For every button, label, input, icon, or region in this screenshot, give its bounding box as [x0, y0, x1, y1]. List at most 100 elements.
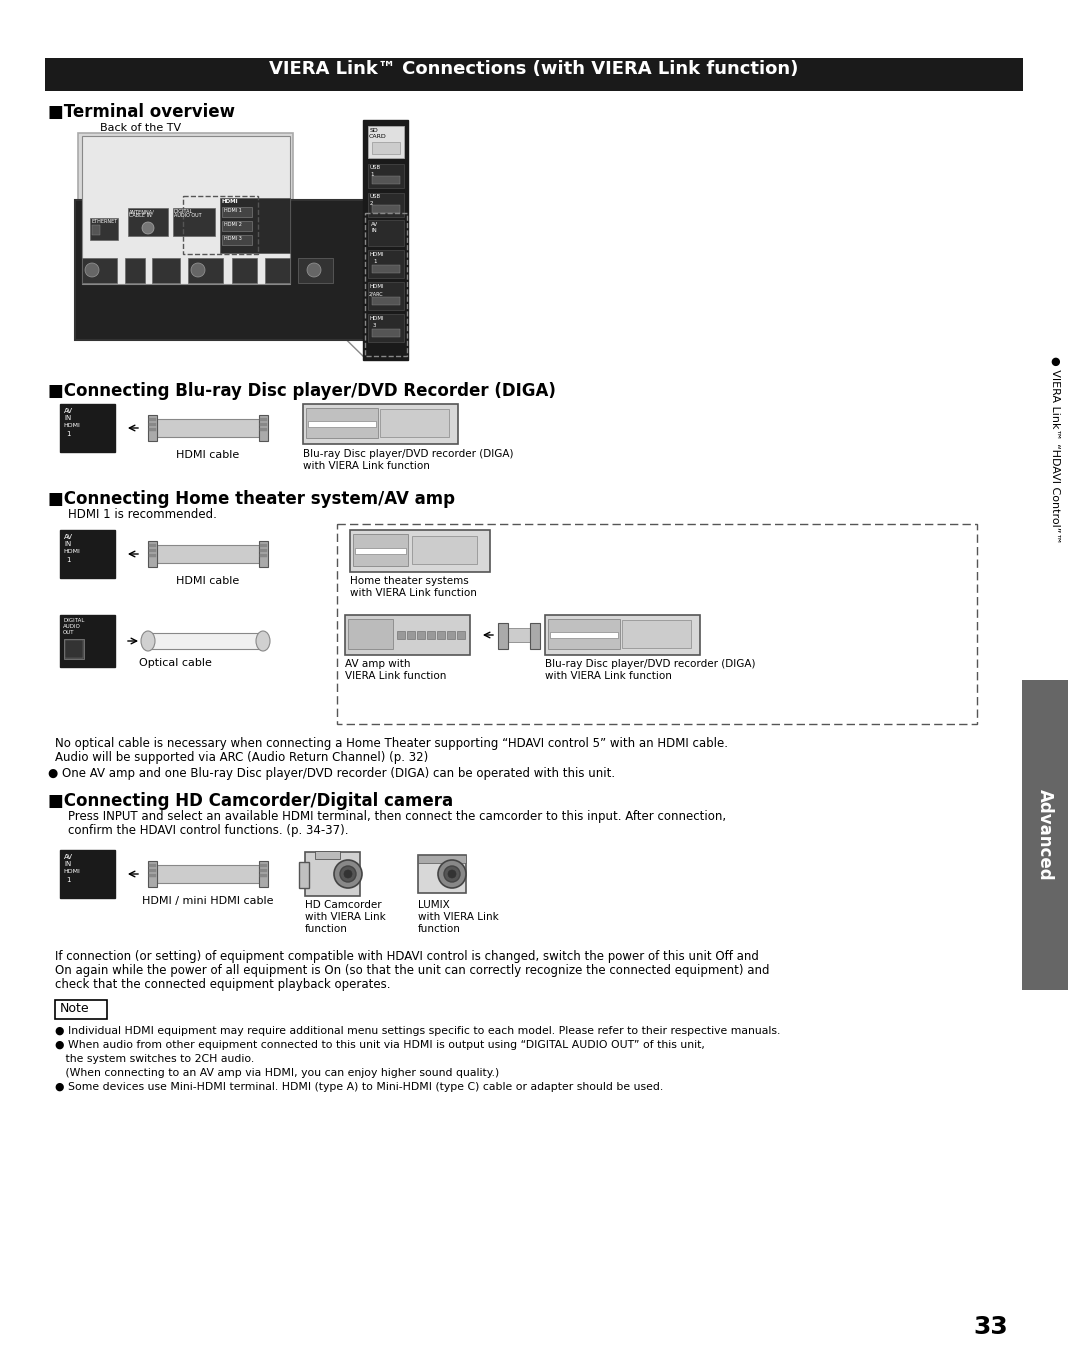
Text: USB: USB: [370, 194, 381, 199]
Bar: [368, 126, 404, 157]
Circle shape: [340, 866, 356, 882]
Text: HDMI 2: HDMI 2: [224, 223, 242, 227]
Circle shape: [141, 223, 154, 233]
Bar: [498, 623, 508, 649]
Text: ■Connecting HD Camcorder/Digital camera: ■Connecting HD Camcorder/Digital camera: [48, 792, 454, 810]
Bar: [308, 421, 376, 427]
Text: AV: AV: [64, 535, 73, 540]
Text: 33: 33: [973, 1315, 1008, 1339]
Text: AV: AV: [372, 223, 378, 227]
Bar: [265, 258, 291, 284]
Text: IN: IN: [64, 541, 71, 547]
Bar: [149, 418, 156, 421]
Text: VIERA Link function: VIERA Link function: [345, 670, 446, 681]
Bar: [368, 164, 404, 189]
Bar: [397, 631, 405, 639]
Text: AV: AV: [64, 854, 73, 860]
Bar: [149, 427, 156, 432]
Text: Home theater systems: Home theater systems: [350, 575, 469, 586]
Text: Blu-ray Disc player/DVD recorder (DIGA): Blu-ray Disc player/DVD recorder (DIGA): [303, 449, 513, 459]
Bar: [1022, 680, 1068, 991]
Text: IN: IN: [64, 415, 71, 421]
Bar: [418, 855, 465, 893]
Text: Advanced: Advanced: [1036, 790, 1054, 881]
Bar: [427, 631, 435, 639]
Text: with VIERA Link function: with VIERA Link function: [303, 461, 430, 471]
Text: AV: AV: [64, 408, 73, 414]
Circle shape: [191, 263, 205, 277]
Text: DIGITAL: DIGITAL: [174, 209, 193, 214]
Bar: [232, 258, 257, 284]
Bar: [365, 213, 407, 356]
Text: ■Terminal overview: ■Terminal overview: [48, 103, 235, 121]
Bar: [149, 550, 156, 552]
Bar: [148, 541, 157, 567]
Text: Back of the TV: Back of the TV: [100, 123, 181, 133]
Text: Press INPUT and select an available HDMI terminal, then connect the camcorder to: Press INPUT and select an available HDMI…: [68, 810, 726, 822]
Bar: [149, 864, 156, 867]
Text: IN: IN: [372, 228, 377, 233]
Ellipse shape: [256, 631, 270, 651]
Bar: [260, 554, 267, 556]
Text: ■Connecting Blu-ray Disc player/DVD Recorder (DIGA): ■Connecting Blu-ray Disc player/DVD Reco…: [48, 383, 556, 400]
Bar: [260, 550, 267, 552]
Text: CARD: CARD: [369, 134, 387, 138]
Bar: [152, 258, 180, 284]
Bar: [222, 235, 252, 246]
Text: USB: USB: [370, 166, 381, 170]
Bar: [368, 193, 404, 217]
Bar: [64, 639, 84, 660]
Bar: [148, 860, 157, 887]
Bar: [129, 208, 168, 236]
Bar: [363, 119, 408, 360]
Text: (When connecting to an AV amp via HDMI, you can enjoy higher sound quality.): (When connecting to an AV amp via HDMI, …: [55, 1068, 499, 1077]
Text: function: function: [305, 924, 348, 934]
Text: HDMI: HDMI: [222, 199, 239, 204]
Text: ● Some devices use Mini-HDMI terminal. HDMI (type A) to Mini-HDMI (type C) cable: ● Some devices use Mini-HDMI terminal. H…: [55, 1082, 663, 1092]
Bar: [82, 136, 291, 284]
Text: AUDIO OUT: AUDIO OUT: [174, 213, 202, 218]
Text: LUMIX: LUMIX: [418, 900, 449, 911]
Bar: [457, 631, 465, 639]
Bar: [508, 628, 530, 642]
Bar: [60, 531, 114, 578]
Text: ANTENNA/: ANTENNA/: [129, 209, 154, 214]
Text: ■Connecting Home theater system/AV amp: ■Connecting Home theater system/AV amp: [48, 490, 455, 508]
Text: HDMI cable: HDMI cable: [176, 575, 240, 586]
Text: HDMI: HDMI: [370, 252, 384, 256]
Text: HDMI 3: HDMI 3: [224, 236, 242, 242]
Bar: [368, 220, 404, 246]
Bar: [260, 423, 267, 426]
Text: Blu-ray Disc player/DVD recorder (DIGA): Blu-ray Disc player/DVD recorder (DIGA): [545, 660, 756, 669]
Bar: [355, 548, 406, 554]
Text: HDMI: HDMI: [370, 316, 384, 322]
Bar: [259, 415, 268, 441]
Bar: [407, 631, 415, 639]
Text: HDMI: HDMI: [370, 284, 384, 289]
Text: 1: 1: [373, 259, 377, 265]
Circle shape: [438, 860, 465, 887]
Text: with VIERA Link function: with VIERA Link function: [350, 588, 477, 598]
Bar: [345, 615, 470, 655]
Bar: [157, 546, 259, 563]
Text: If connection (or setting) of equipment compatible with HDAVI control is changed: If connection (or setting) of equipment …: [55, 950, 759, 963]
Bar: [149, 554, 156, 556]
Bar: [372, 205, 400, 213]
Bar: [372, 176, 400, 185]
Bar: [188, 258, 222, 284]
Text: HDMI: HDMI: [63, 868, 80, 874]
Text: HDMI cable: HDMI cable: [176, 451, 240, 460]
Circle shape: [85, 263, 99, 277]
Bar: [260, 427, 267, 432]
Bar: [149, 868, 156, 873]
Bar: [417, 631, 426, 639]
Text: ETHERNET: ETHERNET: [91, 218, 118, 224]
Text: confirm the HDAVI control functions. (p. 34-37).: confirm the HDAVI control functions. (p.…: [68, 824, 349, 837]
Bar: [372, 297, 400, 305]
Bar: [60, 849, 114, 898]
Bar: [530, 623, 540, 649]
Bar: [306, 408, 378, 438]
Bar: [545, 615, 700, 655]
Bar: [259, 541, 268, 567]
Bar: [303, 404, 458, 444]
